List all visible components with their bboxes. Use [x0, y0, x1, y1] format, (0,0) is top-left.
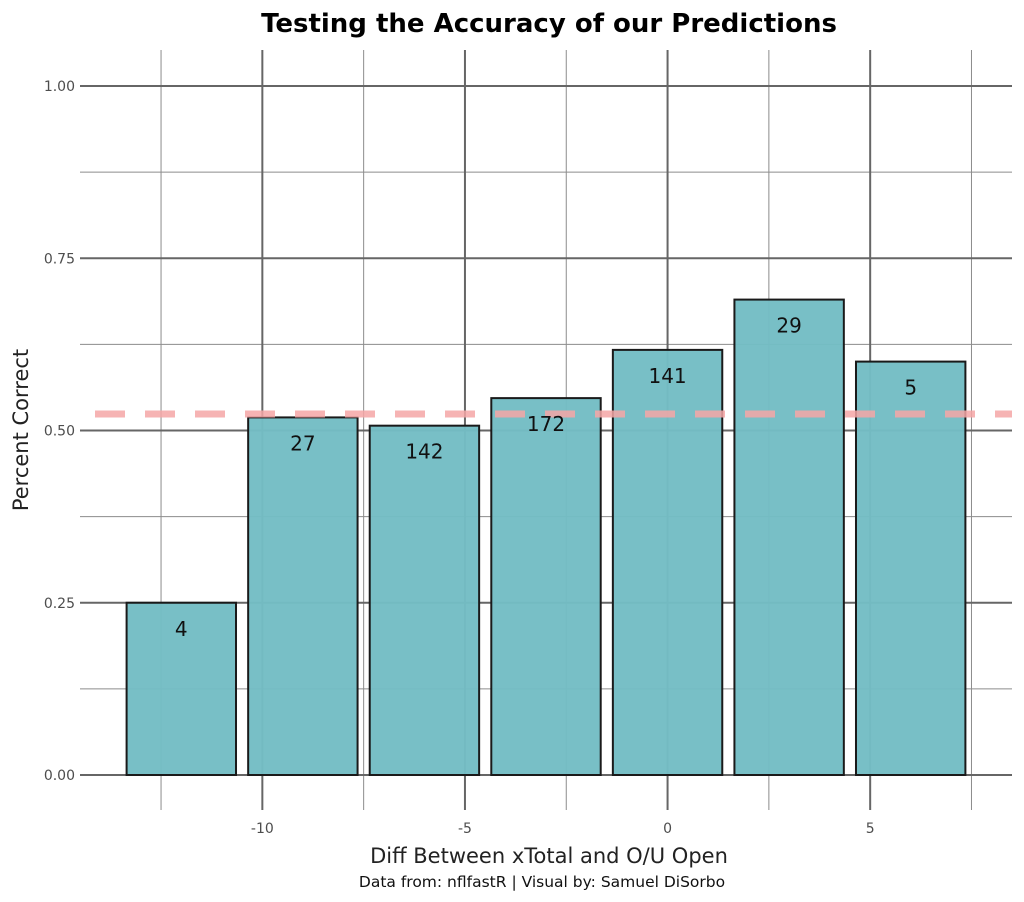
y-tick-label: 1.00 — [44, 79, 75, 95]
bar-labels: 4 27 142 172 141 29 5 — [175, 314, 917, 641]
bar — [733, 298, 845, 776]
bar — [368, 424, 481, 776]
bar-label: 4 — [175, 617, 188, 641]
chart-caption: Data from: nflfastR | Visual by: Samuel … — [359, 873, 725, 891]
x-tick-label: 0 — [663, 821, 672, 837]
y-axis-label: Percent Correct — [9, 349, 33, 511]
x-axis-ticks: -10 -5 0 5 — [251, 821, 875, 837]
x-tick-label: 5 — [866, 821, 875, 837]
bar-label: 29 — [776, 314, 801, 338]
y-tick-label: 0.00 — [44, 768, 75, 784]
bar — [490, 397, 602, 776]
bar-label: 172 — [527, 412, 565, 436]
bars — [125, 298, 967, 776]
y-tick-label: 0.25 — [44, 596, 75, 612]
y-tick-label: 0.75 — [44, 251, 75, 267]
bar-label: 141 — [648, 364, 686, 388]
bar-label: 5 — [904, 376, 917, 400]
bar — [854, 360, 967, 776]
y-axis-ticks: 0.00 0.25 0.50 0.75 1.00 — [44, 79, 75, 784]
x-axis-label: Diff Between xTotal and O/U Open — [370, 844, 728, 868]
x-tick-label: -5 — [458, 821, 472, 837]
bar-label: 27 — [290, 431, 315, 455]
bar-label: 142 — [405, 440, 443, 464]
chart-title: Testing the Accuracy of our Predictions — [261, 9, 837, 39]
bar — [247, 416, 359, 776]
bar — [611, 348, 724, 776]
x-tick-label: -10 — [251, 821, 274, 837]
y-tick-label: 0.50 — [44, 424, 75, 440]
bar — [125, 601, 238, 776]
